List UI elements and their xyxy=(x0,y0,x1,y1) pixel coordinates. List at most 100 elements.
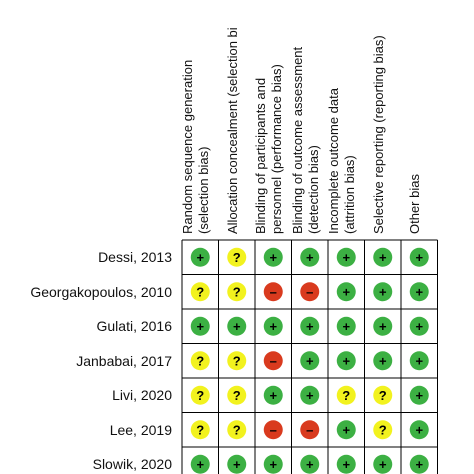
judgement-marker xyxy=(227,420,247,440)
judgement-marker xyxy=(409,316,429,336)
judgement-marker xyxy=(336,454,356,474)
study-label: Livi, 2020 xyxy=(112,387,172,404)
judgement-symbol: + xyxy=(415,388,423,403)
judgement-symbol: ? xyxy=(196,388,204,403)
judgement-symbol: ? xyxy=(233,284,241,299)
judgement-marker xyxy=(190,351,210,371)
judgement-marker xyxy=(190,454,210,474)
judgement-symbol: + xyxy=(306,319,314,334)
judgement-symbol: + xyxy=(306,250,314,265)
judgement-symbol: – xyxy=(306,284,313,299)
judgement-marker xyxy=(336,316,356,336)
judgement-symbol: + xyxy=(233,457,241,472)
judgement-symbol: ? xyxy=(379,388,387,403)
judgement-marker xyxy=(263,316,283,336)
judgement-symbol: ? xyxy=(196,284,204,299)
judgement-symbol: + xyxy=(306,353,314,368)
judgement-marker xyxy=(263,420,283,440)
judgement-marker xyxy=(336,385,356,405)
judgement-marker xyxy=(300,351,320,371)
judgement-symbol: + xyxy=(342,250,350,265)
judgement-symbol: + xyxy=(269,457,277,472)
judgement-symbol: + xyxy=(415,284,423,299)
judgement-marker xyxy=(263,247,283,267)
judgement-marker xyxy=(263,454,283,474)
judgement-symbol: + xyxy=(379,319,387,334)
judgement-marker xyxy=(409,420,429,440)
judgement-marker xyxy=(336,420,356,440)
judgement-marker xyxy=(336,282,356,302)
judgement-symbol: + xyxy=(379,457,387,472)
judgement-symbol: + xyxy=(269,388,277,403)
study-label: Lee, 2019 xyxy=(109,421,172,438)
judgement-marker xyxy=(190,420,210,440)
judgement-symbol: + xyxy=(415,457,423,472)
judgement-symbol: – xyxy=(270,284,277,299)
judgement-symbol: ? xyxy=(379,422,387,437)
judgement-marker xyxy=(190,282,210,302)
judgement-symbol: + xyxy=(233,319,241,334)
judgement-symbol: + xyxy=(342,284,350,299)
judgement-symbol: – xyxy=(270,422,277,437)
judgement-symbol: + xyxy=(306,388,314,403)
judgement-marker xyxy=(263,282,283,302)
judgement-marker xyxy=(300,316,320,336)
judgement-symbol: + xyxy=(379,284,387,299)
judgement-symbol: + xyxy=(379,353,387,368)
judgement-symbol: ? xyxy=(342,388,350,403)
judgement-symbol: + xyxy=(342,353,350,368)
judgement-marker xyxy=(336,247,356,267)
judgement-symbol: – xyxy=(306,422,313,437)
study-label: Georgakopoulos, 2010 xyxy=(30,283,172,300)
judgement-marker xyxy=(190,316,210,336)
judgement-marker xyxy=(227,316,247,336)
study-label: Dessi, 2013 xyxy=(98,249,172,266)
judgement-marker xyxy=(227,247,247,267)
judgement-symbol: – xyxy=(270,353,277,368)
judgement-marker xyxy=(373,385,393,405)
judgement-symbol: ? xyxy=(233,422,241,437)
judgement-symbol: ? xyxy=(233,353,241,368)
judgement-symbol: + xyxy=(415,353,423,368)
judgement-marker xyxy=(227,351,247,371)
judgement-marker xyxy=(227,454,247,474)
judgement-marker xyxy=(373,247,393,267)
judgement-marker xyxy=(373,420,393,440)
judgement-symbol: ? xyxy=(196,353,204,368)
judgement-marker xyxy=(409,247,429,267)
judgement-marker xyxy=(300,282,320,302)
judgement-symbol: + xyxy=(269,250,277,265)
judgement-marker xyxy=(409,282,429,302)
judgement-marker xyxy=(263,385,283,405)
judgement-symbol: + xyxy=(269,319,277,334)
judgement-marker xyxy=(409,351,429,371)
study-label: Slowik, 2020 xyxy=(92,456,172,473)
judgement-marker xyxy=(263,351,283,371)
judgement-symbol: + xyxy=(306,457,314,472)
judgement-marker xyxy=(190,385,210,405)
judgement-symbol: + xyxy=(196,319,204,334)
judgement-marker xyxy=(227,385,247,405)
judgement-marker xyxy=(409,385,429,405)
judgement-symbol: + xyxy=(196,250,204,265)
judgement-symbol: + xyxy=(379,250,387,265)
judgement-symbol: + xyxy=(415,250,423,265)
judgement-marker xyxy=(373,454,393,474)
study-label: Janbabai, 2017 xyxy=(76,352,172,369)
judgement-symbol: ? xyxy=(233,388,241,403)
judgement-symbol: + xyxy=(342,457,350,472)
judgement-symbol: + xyxy=(342,319,350,334)
judgement-marker xyxy=(373,351,393,371)
judgement-symbol: + xyxy=(342,422,350,437)
study-label: Gulati, 2016 xyxy=(96,318,173,335)
judgement-marker xyxy=(300,385,320,405)
judgement-marker xyxy=(300,420,320,440)
judgement-marker xyxy=(336,351,356,371)
judgement-symbol: + xyxy=(415,422,423,437)
judgement-symbol: + xyxy=(415,319,423,334)
judgement-symbol: ? xyxy=(233,250,241,265)
judgement-symbol: + xyxy=(196,457,204,472)
judgement-marker xyxy=(373,282,393,302)
